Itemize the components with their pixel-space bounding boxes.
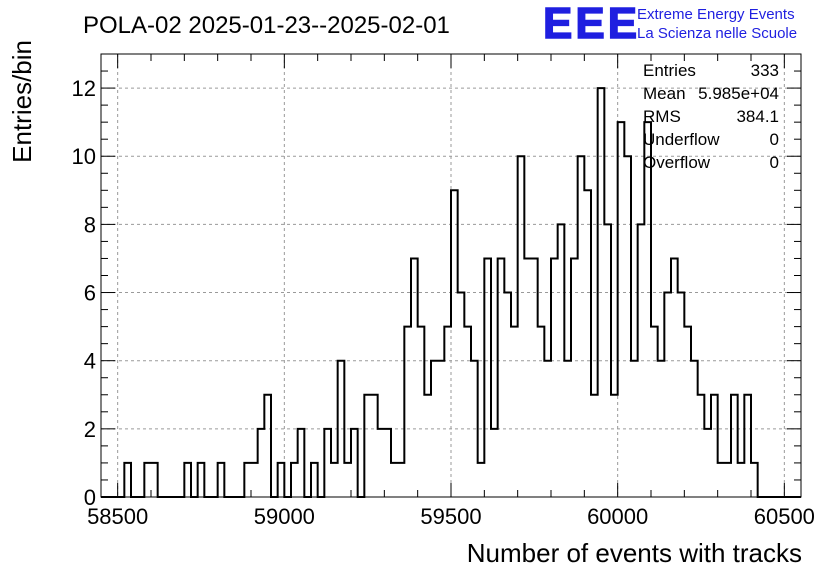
axis-ticks: 58500 59000 59500 60000 60500 0 2 4 6 8 10 12 (72, 53, 815, 529)
x-tick-label: 59500 (420, 504, 481, 529)
stat-value: 0 (770, 130, 779, 149)
x-axis-label: Number of events with tracks (467, 538, 802, 568)
logo-line-1: Extreme Energy Events (637, 6, 795, 23)
stat-name: RMS (643, 107, 681, 126)
y-tick-label: 10 (72, 144, 96, 169)
stat-name: Overflow (643, 153, 711, 172)
stat-value: 333 (751, 61, 779, 80)
stat-name: Underflow (643, 130, 720, 149)
eee-logo: EEE Extreme Energy Events La Scienza nel… (542, 0, 797, 49)
eee-logo-mark: EEE (543, 0, 640, 48)
stat-name: Mean (643, 84, 686, 103)
y-tick-label: 2 (84, 417, 96, 442)
chart-title: POLA-02 2025-01-23--2025-02-01 (83, 12, 450, 39)
x-tick-label: 59000 (254, 504, 315, 529)
x-tick-label: 60500 (754, 504, 815, 529)
stat-value: 0 (770, 153, 779, 172)
y-axis-label: Entries/bin (7, 40, 37, 163)
y-tick-label: 4 (84, 349, 96, 374)
y-tick-label: 8 (84, 212, 96, 237)
x-tick-label: 60000 (587, 504, 648, 529)
y-tick-label: 6 (84, 281, 96, 306)
stat-name: Entries (643, 61, 696, 80)
stat-value: 5.985e+04 (698, 84, 779, 103)
statistics-box: Entries 333 Mean 5.985e+04 RMS 384.1 Underflow… (643, 61, 779, 172)
y-tick-label: 12 (72, 76, 96, 101)
y-tick-label: 0 (84, 485, 96, 510)
logo-line-2: La Scienza nelle Scuole (637, 25, 797, 42)
stat-value: 384.1 (736, 107, 779, 126)
x-tick-label: 58500 (87, 504, 148, 529)
